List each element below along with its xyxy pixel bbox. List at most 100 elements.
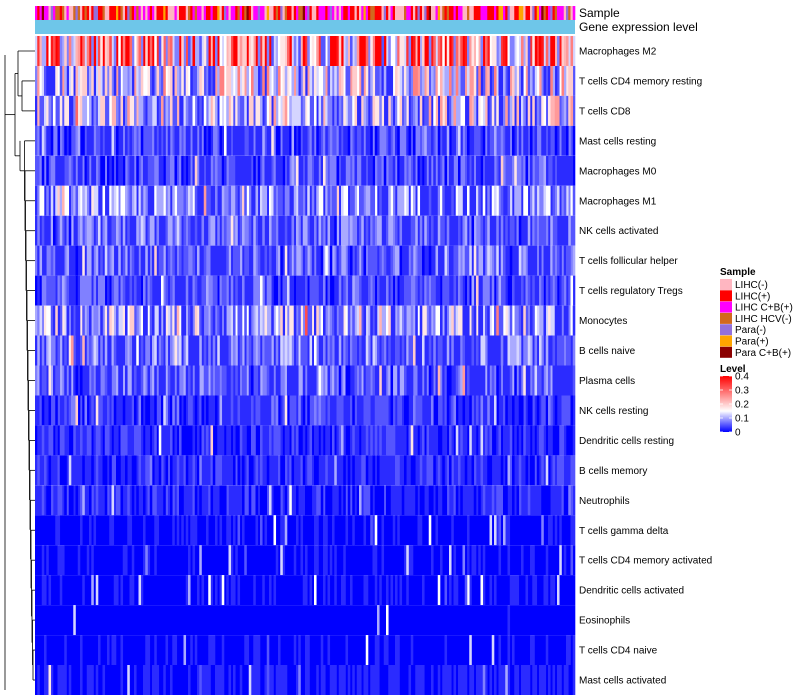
heatmap-row bbox=[35, 515, 576, 546]
sample-track-cell bbox=[494, 6, 497, 20]
sample-track-cell bbox=[455, 6, 459, 20]
sample-legend-title: Sample bbox=[720, 267, 756, 278]
sample-track-cell bbox=[125, 6, 128, 20]
sample-track-cell bbox=[482, 6, 486, 20]
sample-track-cell bbox=[248, 6, 252, 20]
sample-track-cell bbox=[464, 6, 468, 20]
sample-track-cell bbox=[440, 6, 443, 20]
heatmap-cell-group bbox=[35, 305, 544, 336]
sample-legend-swatch bbox=[720, 324, 732, 336]
sample-track-cell bbox=[408, 6, 412, 20]
sample-track-cell bbox=[363, 6, 367, 20]
sample-track-cell bbox=[278, 6, 281, 20]
row-labels: Macrophages M2 T cells CD4 memory resting… bbox=[579, 46, 712, 686]
sample-track-cell bbox=[491, 6, 495, 20]
sample-track-cell bbox=[62, 6, 65, 20]
sample-track-cell bbox=[77, 6, 81, 20]
row-label: T cells CD4 naive bbox=[579, 646, 658, 657]
heatmap-cell-group bbox=[37, 125, 571, 156]
sample-track-cell bbox=[354, 6, 358, 20]
sample-track-cell bbox=[381, 6, 385, 20]
sample-track-cell bbox=[296, 6, 299, 20]
sample-track-cell bbox=[210, 6, 214, 20]
sample-track-cell bbox=[134, 6, 137, 20]
sample-track-cell bbox=[496, 6, 499, 20]
row-label: T cells CD4 memory activated bbox=[579, 556, 712, 567]
sample-track-cell bbox=[127, 6, 130, 20]
heatmap-cell-group bbox=[266, 635, 270, 666]
heatmap-cell-group bbox=[59, 36, 560, 66]
heatmap-cell-group bbox=[410, 425, 414, 456]
sample-track-cell bbox=[437, 6, 441, 20]
sample-track-cell bbox=[309, 6, 313, 20]
sample-track-cell bbox=[372, 6, 376, 20]
sample-track-cell bbox=[559, 6, 562, 20]
sample-track-cell bbox=[188, 6, 191, 20]
heatmap-row bbox=[35, 185, 576, 216]
sample-legend-swatch bbox=[720, 312, 732, 324]
heatmap-cell-group bbox=[325, 245, 328, 276]
heatmap-cell-group bbox=[91, 185, 94, 216]
heatmap-cell-group bbox=[41, 365, 576, 396]
sample-track-cell bbox=[350, 6, 353, 20]
sample-track-label: Sample bbox=[579, 6, 620, 20]
heatmap-cell-group bbox=[71, 395, 551, 426]
heatmap-cell-group bbox=[37, 215, 549, 246]
sample-track-cell bbox=[39, 6, 43, 20]
sample-track-cell bbox=[512, 6, 515, 20]
sample-track-cell bbox=[435, 6, 439, 20]
row-label: Plasma cells bbox=[579, 376, 635, 387]
heatmap-cell-group bbox=[41, 425, 565, 456]
sample-track-cell bbox=[156, 6, 160, 20]
row-label: NK cells activated bbox=[579, 226, 658, 237]
heatmap-cell-group bbox=[379, 365, 382, 396]
heatmap-cell-group bbox=[462, 365, 466, 396]
sample-track-cell bbox=[71, 6, 74, 20]
sample-track-cell bbox=[563, 6, 567, 20]
sample-track-cell bbox=[190, 6, 193, 20]
heatmap-cell-group bbox=[35, 215, 569, 246]
sample-track-cell bbox=[275, 6, 279, 20]
sample-track-cell bbox=[341, 6, 344, 20]
sample-track-cell bbox=[426, 6, 430, 20]
heatmap-cell-group bbox=[176, 305, 382, 336]
sample-track-cell bbox=[503, 6, 506, 20]
row-label: T cells gamma delta bbox=[579, 526, 669, 537]
heatmap-cell-group bbox=[75, 395, 79, 426]
sample-track-cell bbox=[280, 6, 283, 20]
heatmap-cell-group bbox=[53, 305, 576, 336]
sample-track-cell bbox=[480, 6, 484, 20]
sample-track-cell bbox=[388, 6, 391, 20]
sample-track-cell bbox=[120, 6, 124, 20]
row-dendrogram bbox=[4, 50, 35, 690]
sample-track-cell bbox=[255, 6, 259, 20]
sample-track-cell bbox=[352, 6, 355, 20]
sample-track-cell bbox=[460, 6, 463, 20]
sample-legend-label: LIHC(-) bbox=[735, 280, 768, 291]
sample-track-cell bbox=[113, 6, 117, 20]
sample-track-cell bbox=[431, 6, 434, 20]
heatmap-cell-group bbox=[75, 95, 79, 126]
sample-track-cell bbox=[50, 6, 54, 20]
sample-track-cell bbox=[500, 6, 504, 20]
sample-track-cell bbox=[334, 6, 337, 20]
heatmap-cell-group bbox=[377, 605, 380, 636]
sample-track-cell bbox=[469, 6, 472, 20]
sample-track-cell bbox=[550, 6, 553, 20]
sample-track-cell bbox=[518, 6, 522, 20]
heatmap-cell-group bbox=[534, 365, 538, 396]
row-label: Macrophages M1 bbox=[579, 196, 657, 207]
sample-track-cell bbox=[370, 6, 373, 20]
sample-track-cell bbox=[291, 6, 295, 20]
sample-track-cell bbox=[55, 6, 58, 20]
sample-legend-label: LIHC HCV(-) bbox=[735, 314, 792, 325]
sample-track-cell bbox=[192, 6, 196, 20]
sample-track-cell bbox=[424, 6, 427, 20]
sample-track-cell bbox=[327, 6, 331, 20]
sample-track-cell bbox=[109, 6, 112, 20]
heatmap-cell-group bbox=[44, 635, 576, 666]
sample-track-cell bbox=[543, 6, 547, 20]
sample-track-cell bbox=[237, 6, 241, 20]
